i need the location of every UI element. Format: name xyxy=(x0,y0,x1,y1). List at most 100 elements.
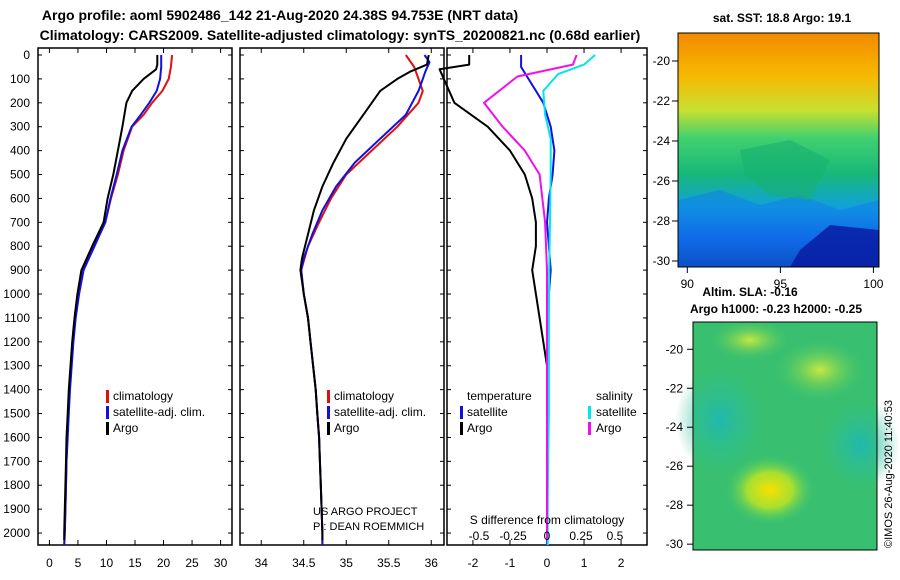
depth-tick-label: 1200 xyxy=(3,335,30,349)
sst-y-tick-label: -20 xyxy=(653,54,671,68)
series-line-climatology xyxy=(63,54,174,546)
series-line-satellite-adj-clim- xyxy=(63,55,163,546)
x-tick-label: 0 xyxy=(46,556,53,570)
salinity-difference-axis-title: S difference from climatology xyxy=(470,513,625,527)
salinity-legend: climatology satellite-adj. clim. Argo xyxy=(327,389,426,435)
salinity-difference-tick-label: -0.25 xyxy=(499,529,527,543)
figure-title-line1: Argo profile: aoml 5902486_142 21-Aug-20… xyxy=(42,7,518,23)
sla-map-frame xyxy=(692,321,878,551)
x-tick-label: 35.5 xyxy=(377,556,401,570)
legend-label-temp-satellite: satellite xyxy=(467,405,508,419)
depth-tick-label: 1500 xyxy=(3,407,30,421)
depth-tick-label: 1800 xyxy=(3,478,30,492)
x-tick-label: 30 xyxy=(214,556,228,570)
depth-tick-label: 1900 xyxy=(3,502,30,516)
legend-label-argo: Argo xyxy=(113,421,139,435)
legend-swatch-sal-argo xyxy=(588,422,591,435)
depth-tick-label: 0 xyxy=(23,48,30,62)
x-tick-label: 36 xyxy=(425,556,439,570)
series-line-salinity-argo xyxy=(483,54,578,541)
salinity-difference-tick-label: -0.5 xyxy=(469,529,490,543)
legend-label-climatology: climatology xyxy=(334,389,394,403)
sst-y-tick-label: -30 xyxy=(653,254,671,268)
legend-swatch-satellite-clim xyxy=(327,406,330,419)
sst-map-x-ticks: 90 95 100 xyxy=(681,267,884,291)
legend-swatch-temp-argo xyxy=(460,422,463,435)
legend-label-satellite-clim: satellite-adj. clim. xyxy=(334,405,426,419)
x-tick-label: -2 xyxy=(468,556,479,570)
sst-map-deep-patch xyxy=(790,225,879,267)
sst-x-tick-label: 95 xyxy=(774,277,788,291)
x-tick-label: 0 xyxy=(544,556,551,570)
legend-label-sal-satellite: satellite xyxy=(596,405,637,419)
depth-tick-label: 1400 xyxy=(3,383,30,397)
copyright-stamp: ©IMOS 26-Aug-2020 11:40:53 xyxy=(883,400,895,548)
sst-x-tick-label: 100 xyxy=(863,277,883,291)
legend-swatch-argo xyxy=(106,422,109,435)
project-annotation: US ARGO PROJECT xyxy=(313,506,418,518)
depth-tick-label: 400 xyxy=(10,144,30,158)
x-tick-label: 25 xyxy=(185,556,199,570)
depth-tick-label: 1100 xyxy=(4,311,30,325)
sla-map xyxy=(675,320,900,551)
depth-tick-label: 1600 xyxy=(3,430,30,444)
legend-swatch-temp-satellite xyxy=(460,406,463,419)
depth-tick-label: 1000 xyxy=(3,287,30,301)
series-line-argo xyxy=(63,55,159,541)
sst-y-tick-label: -28 xyxy=(653,214,671,228)
sla-y-tick-label: -20 xyxy=(666,342,684,356)
legend-label-temp-argo: Argo xyxy=(467,421,493,435)
sst-map xyxy=(677,32,880,268)
sla-map-warm-anomaly xyxy=(725,455,815,525)
series-line-temperature-argo xyxy=(438,55,548,541)
salinity-difference-tick-label: 0.25 xyxy=(569,529,593,543)
depth-tick-label: 100 xyxy=(10,72,30,86)
salinity-difference-tick-label: 0 xyxy=(544,529,551,543)
depth-tick-label: 500 xyxy=(10,168,30,182)
sst-y-tick-label: -22 xyxy=(653,94,671,108)
x-tick-label: 20 xyxy=(157,556,171,570)
legend-swatch-sal-satellite xyxy=(588,406,591,419)
depth-tick-label: 200 xyxy=(10,96,30,110)
x-tick-label: -1 xyxy=(505,556,516,570)
depth-tick-label: 2000 xyxy=(3,526,30,540)
depth-tick-label: 700 xyxy=(10,215,30,229)
legend-label-satellite-clim: satellite-adj. clim. xyxy=(113,405,205,419)
x-tick-label: 1 xyxy=(581,556,588,570)
x-tick-label: 2 xyxy=(618,556,625,570)
depth-tick-label: 1300 xyxy=(3,359,30,373)
legend-heading-temperature: temperature xyxy=(467,389,532,403)
sst-y-tick-label: -24 xyxy=(653,134,671,148)
legend-swatch-argo xyxy=(327,422,330,435)
sla-y-tick-label: -26 xyxy=(666,459,684,473)
sla-map-subtitle: Argo h1000: -0.23 h2000: -0.25 xyxy=(690,302,862,316)
legend-heading-salinity: salinity xyxy=(596,389,633,403)
legend-swatch-climatology xyxy=(327,390,330,403)
salinity-panel: 34 34.5 35 35.5 36 xyxy=(240,48,444,570)
difference-panel: -2 -1 0 1 2 xyxy=(438,48,647,570)
x-tick-label: 10 xyxy=(100,556,114,570)
legend-swatch-satellite-clim xyxy=(106,406,109,419)
series-line-argo xyxy=(299,54,430,541)
difference-legend: temperature salinity satellite Argo sate… xyxy=(460,389,637,435)
sla-map-warm-anomaly xyxy=(775,340,865,400)
sla-y-tick-label: -24 xyxy=(666,420,684,434)
depth-tick-label: 800 xyxy=(10,239,30,253)
depth-axis-labels: 0 100 200 300 400 500 600 700 800 900 1000 1100 1200… xyxy=(3,48,30,540)
salinity-panel-frame xyxy=(239,47,445,546)
x-tick-label: 34.5 xyxy=(292,556,316,570)
series-line-salinity-satellite xyxy=(542,54,596,545)
legend-label-sal-argo: Argo xyxy=(596,421,622,435)
sst-map-y-ticks: -20 -22 -24 -26 -28 -30 xyxy=(653,54,678,268)
legend-swatch-climatology xyxy=(106,390,109,403)
sst-x-tick-label: 90 xyxy=(681,277,695,291)
x-tick-label: 34 xyxy=(255,556,269,570)
sla-map-title: Altim. SLA: -0.16 xyxy=(702,285,798,299)
pi-annotation: PI: DEAN ROEMMICH xyxy=(313,521,424,533)
sla-map-y-ticks: -20 -22 -24 -26 -28 -30 xyxy=(666,342,693,551)
depth-tick-label: 1700 xyxy=(3,454,30,468)
sla-y-tick-label: -22 xyxy=(666,381,684,395)
salinity-difference-ticks: -0.5 -0.25 0 0.25 0.5 xyxy=(469,529,624,543)
sla-map-warm-anomaly xyxy=(710,320,790,360)
